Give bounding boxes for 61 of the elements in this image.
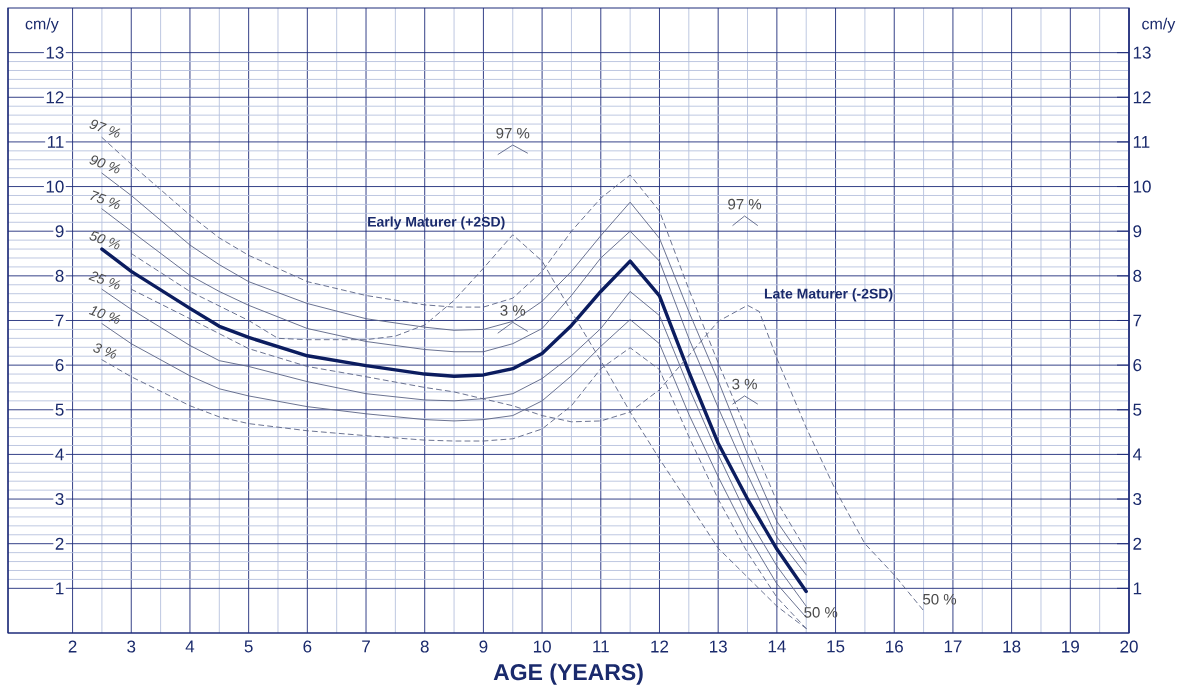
y2-tick-label: 11 [1133,136,1150,148]
text: 25 % [88,271,121,290]
series-label: 97 % [496,127,530,139]
x-tick-label: 15 [827,640,845,653]
x-tick-label: 4 [185,640,195,653]
y-tick-label: 3 [55,493,64,506]
text: 97 % [89,119,121,138]
x-tick-label: 18 [1003,640,1021,653]
x-tick-label: 9 [479,640,488,653]
x-tick-label: 12 [651,640,669,653]
text: 10 % [88,306,121,324]
y-tick-label: 9 [55,225,64,238]
y-tick-label: 5 [55,403,64,416]
y2-axis-title: cm/y [1142,17,1176,33]
y-tick-label: 11 [47,136,64,148]
x-axis-title: AGE (YEARS) [493,663,643,685]
series-label: 3 % [732,378,757,390]
y2-tick-label: 8 [1133,269,1142,282]
y-tick-label: 13 [46,46,64,59]
x-tick-label: 16 [886,640,903,653]
x-tick-label: 19 [1062,640,1079,653]
y2-tick-label: 5 [1133,403,1142,416]
y2-tick-label: 13 [1133,46,1151,59]
x-tick-label: 7 [362,640,370,653]
text: 50 % [89,230,121,250]
x-tick-label: 13 [710,640,727,653]
x-tick-label: 11 [593,640,609,653]
x-tick-label: 20 [1120,640,1138,653]
y-tick-label: 1 [56,582,64,595]
text: 75 % [90,190,121,210]
text: 90 % [89,155,121,174]
y2-tick-label: 12 [1133,91,1151,104]
y-axis-title: cm/y [25,17,59,33]
x-tick-label: 10 [533,640,551,653]
y-tick-label: 7 [55,314,64,327]
x-tick-label: 14 [768,640,786,653]
y2-tick-label: 10 [1133,180,1151,193]
x-tick-label: 2 [68,640,77,653]
y-tick-label: 8 [55,269,64,282]
y2-tick-label: 2 [1133,537,1142,550]
y-tick-label: 6 [55,359,64,372]
x-tick-label: 5 [244,640,253,653]
x-tick-label: 3 [127,640,136,653]
annotation: Early Maturer (+2SD) [368,216,505,230]
y2-tick-label: 6 [1133,359,1142,372]
text: 3 % [93,343,117,359]
x-tick-label: 6 [303,640,312,653]
x-tick-label: 17 [944,640,962,653]
y-tick-label: 10 [46,180,64,193]
y-tick-label: 12 [46,91,64,104]
y2-tick-label: 4 [1132,448,1142,461]
series-label: 97 % [728,198,762,210]
y-tick-label: 4 [55,448,64,461]
y2-tick-label: 1 [1133,582,1142,595]
y2-tick-label: 9 [1133,225,1142,238]
series-label: 3 % [500,305,526,316]
annotation: Late Maturer (-2SD) [764,288,893,302]
y-tick-label: 2 [55,537,64,550]
x-tick-label: 8 [420,640,429,653]
y2-tick-label: 3 [1133,493,1142,506]
y2-tick-label: 7 [1133,314,1142,327]
